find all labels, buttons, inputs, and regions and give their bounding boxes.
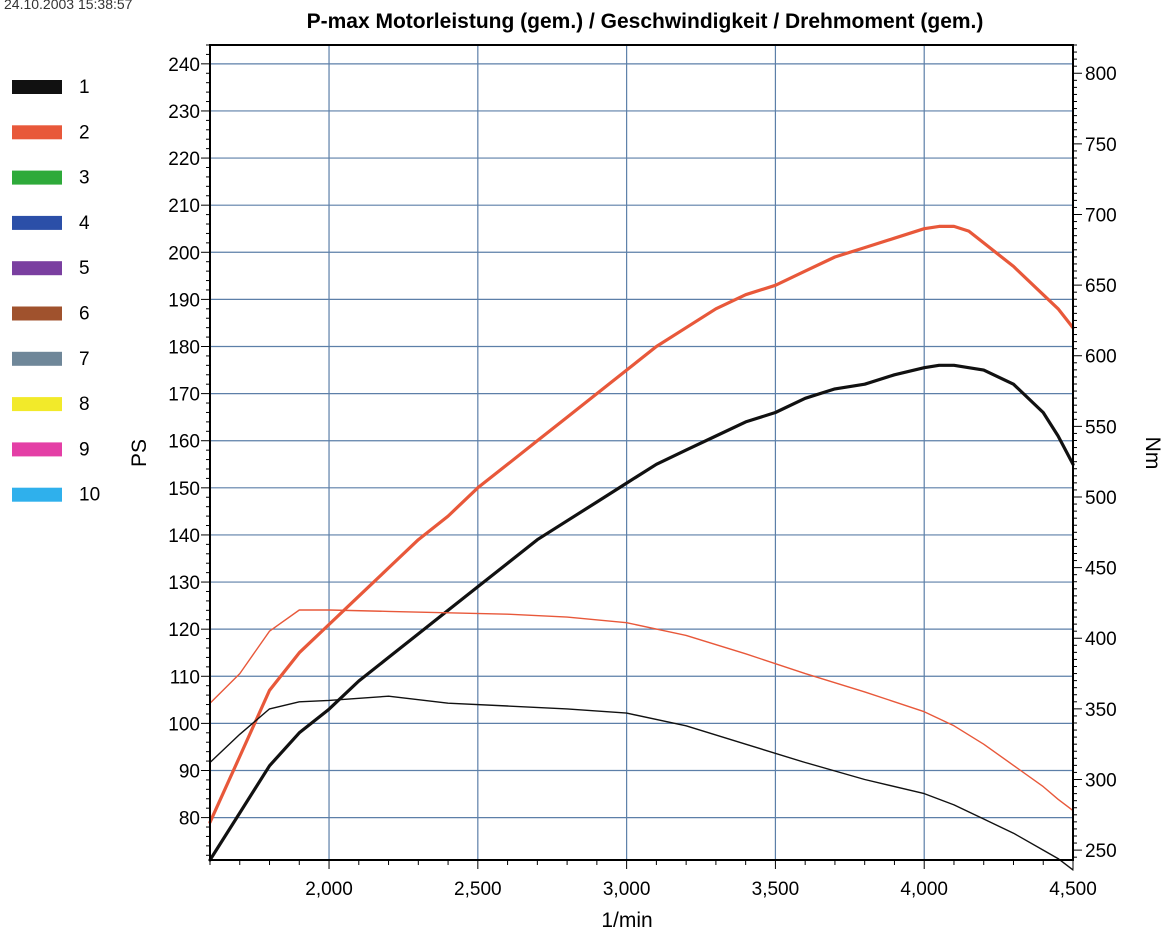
y-left-tick-label: 180 xyxy=(168,338,200,359)
y-left-tick-label: 220 xyxy=(168,149,200,170)
y-left-tick-label: 160 xyxy=(168,432,200,453)
y-left-tick-label: 110 xyxy=(170,667,200,688)
legend-swatch-7 xyxy=(12,351,62,366)
legend-swatch-6 xyxy=(12,306,62,321)
legend-swatch-4 xyxy=(12,215,62,230)
y-left-tick-label: 230 xyxy=(168,102,200,123)
y-right-tick-label: 750 xyxy=(1085,135,1117,156)
y-left-tick-label: 90 xyxy=(179,761,200,782)
y-right-tick-label: 300 xyxy=(1085,770,1117,791)
y-left-tick-label: 190 xyxy=(168,290,200,311)
y-left-tick-label: 240 xyxy=(168,55,200,76)
y-left-tick-label: 170 xyxy=(168,385,200,406)
legend-swatch-2 xyxy=(12,125,62,140)
x-axis-title: 1/min xyxy=(601,909,652,932)
x-tick-label: 4,500 xyxy=(1049,879,1097,900)
y-right-tick-label: 650 xyxy=(1085,276,1117,297)
legend-label-1: 1 xyxy=(79,77,90,98)
y-right-tick-label: 500 xyxy=(1085,488,1117,509)
y-left-tick-label: 200 xyxy=(168,243,200,264)
x-tick-label: 4,000 xyxy=(900,879,948,900)
y-left-tick-label: 130 xyxy=(168,573,200,594)
grid xyxy=(210,45,1074,860)
y-right-tick-label: 600 xyxy=(1085,347,1117,368)
y-right-tick-label: 800 xyxy=(1085,64,1117,85)
y-axis-right: 250 300 350 400 450 500 550 600 650 700 750 800 xyxy=(1073,44,1117,862)
y-left-tick-label: 80 xyxy=(179,809,200,830)
legend-label-9: 9 xyxy=(79,439,90,460)
y-right-tick-label: 400 xyxy=(1085,629,1117,650)
timestamp-label: 24.10.2003 15:38:57 xyxy=(4,0,133,12)
y-axis-left: 80 90 100 110 120 130 140 150 160 170 180 190 200 210… xyxy=(168,44,210,856)
legend-swatch-1 xyxy=(12,80,62,94)
legend: 1 2 3 4 5 6 7 8 9 10 xyxy=(12,77,100,506)
legend-label-8: 8 xyxy=(79,394,90,415)
legend-label-6: 6 xyxy=(79,304,90,325)
series-line-2-left xyxy=(208,224,1075,824)
x-tick-label: 3,000 xyxy=(603,879,651,900)
legend-swatch-3 xyxy=(12,170,62,185)
series-line-1-right xyxy=(209,695,1074,871)
legend-swatch-10 xyxy=(12,487,62,502)
x-tick-label: 2,500 xyxy=(454,879,502,900)
series-line-1-left xyxy=(208,363,1075,862)
x-axis: 2,000 2,500 3,000 3,500 4,000 4,500 xyxy=(209,860,1097,900)
y-left-tick-label: 150 xyxy=(168,479,200,500)
y-right-tick-label: 350 xyxy=(1085,700,1117,721)
legend-swatch-9 xyxy=(12,442,62,457)
y-right-tick-label: 550 xyxy=(1085,417,1117,438)
legend-label-3: 3 xyxy=(79,168,90,189)
legend-label-2: 2 xyxy=(79,122,90,143)
y-left-tick-label: 210 xyxy=(168,196,200,217)
legend-swatch-8 xyxy=(12,397,62,412)
y-axis-left-title: PS xyxy=(128,439,151,467)
series-line-2-right xyxy=(209,609,1074,812)
y-left-tick-label: 140 xyxy=(168,526,200,547)
y-right-tick-label: 250 xyxy=(1085,841,1117,862)
legend-swatch-5 xyxy=(12,261,62,276)
y-left-tick-label: 100 xyxy=(168,714,200,735)
x-tick-label: 3,500 xyxy=(752,879,800,900)
y-left-tick-label: 120 xyxy=(168,620,200,641)
legend-label-4: 4 xyxy=(79,213,90,234)
legend-label-5: 5 xyxy=(79,258,90,279)
y-right-tick-label: 700 xyxy=(1085,205,1117,226)
plot-frame xyxy=(209,44,1074,861)
legend-label-7: 7 xyxy=(79,349,90,370)
chart-title: P-max Motorleistung (gem.) / Geschwindig… xyxy=(307,10,984,33)
x-tick-label: 2,000 xyxy=(305,879,353,900)
y-axis-right-title: Nm xyxy=(1141,437,1162,470)
series-lines xyxy=(208,224,1075,871)
legend-label-10: 10 xyxy=(79,485,100,506)
y-right-tick-label: 450 xyxy=(1085,559,1117,580)
